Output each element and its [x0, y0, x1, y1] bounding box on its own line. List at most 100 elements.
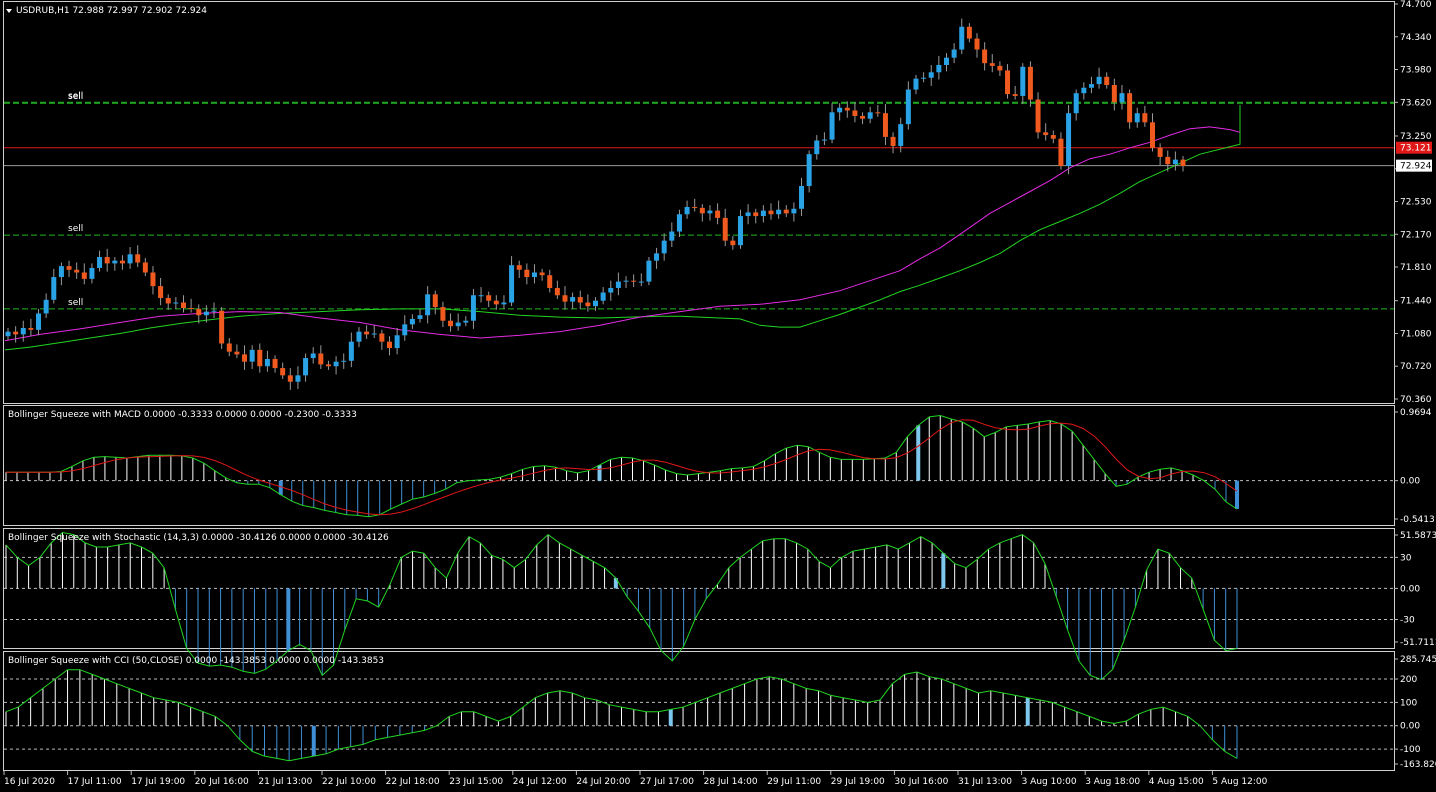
bear-candle	[1150, 122, 1155, 148]
bear-candle	[1142, 113, 1148, 123]
bull-candle	[661, 240, 667, 254]
bull-candle	[303, 358, 309, 376]
bear-candle	[1027, 66, 1033, 100]
price-tick-label: 70.720	[1400, 362, 1432, 372]
macd-title: Bollinger Squeeze with MACD 0.0000 -0.33…	[8, 410, 357, 420]
time-tick-label: 24 Jul 20:00	[576, 777, 630, 787]
bear-candle	[852, 110, 858, 116]
indicator-tick-label: 0.00	[1400, 584, 1420, 594]
bear-candle	[1043, 132, 1049, 136]
bull-candle	[20, 328, 26, 335]
bull-candle	[348, 341, 354, 361]
bear-candle	[364, 331, 370, 335]
cci-panel[interactable]	[3, 651, 1395, 771]
bull-candle	[409, 318, 415, 325]
time-tick-label: 22 Jul 18:00	[386, 777, 440, 787]
time-tick-label: 24 Jul 12:00	[513, 777, 567, 787]
bear-candle	[219, 310, 225, 344]
stochastic-panel[interactable]	[3, 528, 1395, 649]
bear-candle	[74, 269, 80, 273]
bid-price-marker	[1396, 159, 1432, 172]
bull-candle	[310, 353, 316, 359]
price-tick-label: 74.700	[1400, 0, 1432, 10]
indicator-tick-label: 200	[1400, 675, 1417, 685]
indicator-tick-label: 0.9694	[1400, 408, 1432, 418]
bull-candle	[1020, 66, 1026, 96]
bear-candle	[1058, 138, 1064, 167]
time-tick-label: 16 Jul 2020	[4, 777, 55, 787]
bull-candle	[821, 139, 827, 141]
bear-candle	[1050, 135, 1056, 139]
bear-candle	[379, 333, 385, 342]
dropdown-triangle-icon[interactable]	[6, 9, 12, 13]
bull-candle	[43, 299, 49, 314]
cci-histogram-layer	[4, 669, 1394, 762]
bull-candle	[943, 57, 949, 65]
stochastic-title: Bollinger Squeeze with Stochastic (14,3,…	[8, 533, 389, 543]
bear-candle	[325, 364, 331, 367]
time-tick-label: 4 Aug 15:00	[1149, 777, 1204, 787]
bull-candle	[501, 302, 507, 305]
bear-candle	[966, 26, 972, 39]
bear-candle	[142, 262, 148, 273]
bull-candle	[936, 64, 942, 73]
bull-candle	[921, 77, 927, 79]
bull-candle	[745, 212, 751, 217]
time-tick-label: 30 Jul 16:00	[894, 777, 948, 787]
bear-candle	[875, 112, 881, 114]
bear-candle	[196, 308, 202, 316]
bear-candle	[165, 297, 171, 304]
bull-candle	[615, 281, 621, 288]
main-price-panel[interactable]	[3, 1, 1395, 404]
bull-candle	[264, 358, 270, 367]
bear-candle	[432, 294, 438, 308]
bull-candle	[417, 315, 423, 319]
bull-candle	[211, 310, 217, 312]
bull-candle	[1081, 87, 1087, 94]
bull-candle	[814, 140, 820, 155]
bear-candle	[753, 212, 759, 217]
bear-candle	[318, 353, 324, 365]
bull-candle	[959, 26, 965, 50]
bull-candle	[333, 361, 339, 367]
bear-candle	[287, 375, 293, 382]
bull-candle	[669, 231, 675, 241]
bull-candle	[1172, 159, 1178, 165]
bear-candle	[1157, 147, 1163, 157]
bull-candle	[1073, 93, 1079, 114]
bear-candle	[257, 349, 263, 367]
bull-candle	[97, 257, 103, 268]
bull-candle	[1066, 113, 1072, 167]
bear-candle	[844, 107, 850, 111]
cci-title: Bollinger Squeeze with CCI (50,CLOSE) 0.…	[8, 656, 384, 666]
bear-candle	[226, 343, 232, 352]
time-tick-label: 20 Jul 16:00	[195, 777, 249, 787]
stochastic-histogram-layer	[4, 531, 1394, 681]
bear-candle	[135, 254, 141, 263]
bear-candle	[188, 307, 194, 309]
time-tick-label: 5 Aug 12:00	[1212, 777, 1267, 787]
bull-candle	[112, 260, 118, 264]
bear-candle	[982, 49, 988, 64]
price-tick-label: 74.340	[1400, 33, 1432, 43]
bull-candle	[898, 124, 904, 146]
bull-candle	[173, 302, 179, 304]
ask-price-label: 73.121	[1400, 144, 1432, 154]
bull-candle	[203, 311, 209, 316]
bull-candle	[684, 206, 690, 215]
bull-candle	[1134, 113, 1140, 123]
price-tick-label: 71.080	[1400, 329, 1432, 339]
macd-panel[interactable]	[3, 405, 1395, 526]
bear-candle	[158, 286, 164, 298]
bear-candle	[577, 297, 583, 303]
price-tick-label: 72.530	[1400, 198, 1432, 208]
price-tick-label: 73.620	[1400, 98, 1432, 108]
bull-candle	[638, 281, 644, 283]
time-tick-label: 21 Jul 13:00	[258, 777, 312, 787]
price-tick-label: 72.170	[1400, 230, 1432, 240]
bull-candle	[608, 287, 614, 293]
level-label: sell	[68, 91, 83, 101]
bear-candle	[81, 272, 87, 279]
bull-candle	[36, 313, 42, 330]
